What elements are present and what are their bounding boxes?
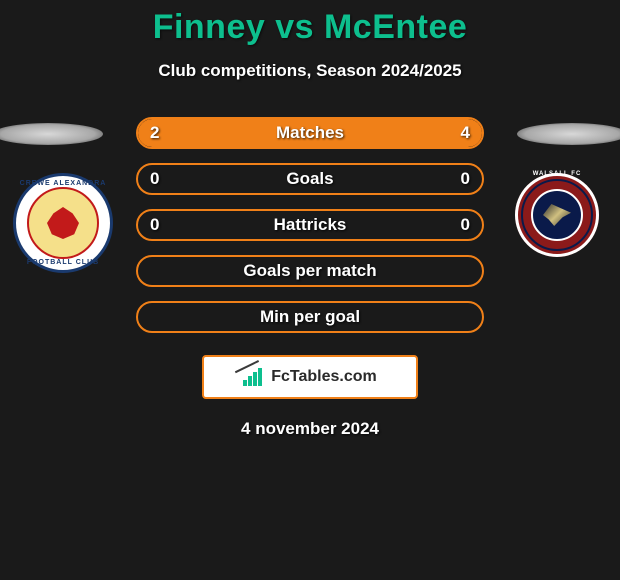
badge-center xyxy=(531,189,583,241)
stat-value-left: 0 xyxy=(150,169,159,189)
badge-text-bottom: FOOTBALL CLUB xyxy=(16,259,110,266)
brand-name: FcTables.com xyxy=(271,368,377,386)
chart-icon xyxy=(243,368,265,386)
lion-icon xyxy=(47,207,79,239)
club-badge-right[interactable]: WALSALL FC xyxy=(515,173,599,257)
left-player-column: CREWE ALEXANDRA FOOTBALL CLUB xyxy=(8,117,128,273)
comparison-widget: Finney vs McEntee Club competitions, Sea… xyxy=(0,0,620,439)
page-title: Finney vs McEntee xyxy=(0,8,620,47)
swift-bird-icon xyxy=(543,204,571,226)
main-row: CREWE ALEXANDRA FOOTBALL CLUB 2 4 Matches 0… xyxy=(0,117,620,333)
stat-bar: 0 0 Goals xyxy=(136,163,484,195)
stat-bar: 2 4 Matches xyxy=(136,117,484,149)
right-player-column: WALSALL FC xyxy=(492,117,612,257)
player-silhouette-shadow xyxy=(0,123,103,145)
stat-label: Goals per match xyxy=(243,261,376,281)
stat-label: Min per goal xyxy=(260,307,360,327)
brand-logo-box[interactable]: FcTables.com xyxy=(202,355,418,399)
page-subtitle: Club competitions, Season 2024/2025 xyxy=(0,61,620,81)
date-label: 4 november 2024 xyxy=(0,419,620,439)
stat-bar: Min per goal xyxy=(136,301,484,333)
stat-bar: 0 0 Hattricks xyxy=(136,209,484,241)
stat-label: Hattricks xyxy=(274,215,347,235)
stat-label: Goals xyxy=(286,169,333,189)
badge-text: WALSALL FC xyxy=(515,171,599,177)
stat-label: Matches xyxy=(276,123,344,143)
badge-inner-circle xyxy=(27,187,99,259)
badge-text-top: CREWE ALEXANDRA xyxy=(16,180,110,187)
stats-column: 2 4 Matches 0 0 Goals 0 0 Hattricks Goals per mat… xyxy=(136,117,484,333)
club-badge-left[interactable]: CREWE ALEXANDRA FOOTBALL CLUB xyxy=(13,173,113,273)
stat-value-left: 2 xyxy=(150,123,159,143)
stat-value-left: 0 xyxy=(150,215,159,235)
stat-value-right: 0 xyxy=(461,215,470,235)
stat-value-right: 0 xyxy=(461,169,470,189)
stat-bar: Goals per match xyxy=(136,255,484,287)
player-silhouette-shadow xyxy=(517,123,620,145)
stat-value-right: 4 xyxy=(461,123,470,143)
